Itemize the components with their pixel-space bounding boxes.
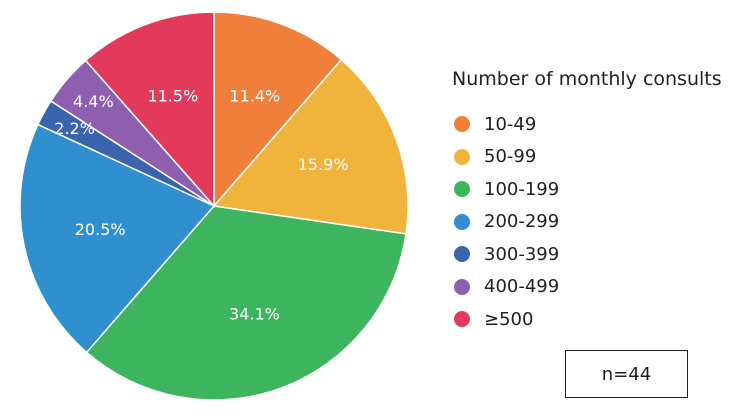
pie-slices (19, 11, 409, 401)
legend-label: 200-299 (484, 211, 560, 233)
legend-item: ≥500 (452, 303, 742, 336)
legend-swatch (454, 311, 470, 328)
pie-slice-label: 34.1% (229, 305, 280, 324)
pie-slice-label: 2.2% (54, 119, 95, 138)
pie-slice-labels: 11.4% 15.9% 34.1% 20.5% 2.2% 4.4% 11.5% (54, 86, 348, 323)
legend-label: 100-199 (484, 178, 560, 200)
legend-swatch (454, 246, 470, 263)
legend-item: 400-499 (452, 271, 742, 304)
pie-slice (19, 123, 216, 354)
legend-item: 50-99 (452, 141, 742, 174)
legend-item: 300-399 (452, 238, 742, 271)
legend-item: 10-49 (452, 108, 742, 141)
legend-swatch (454, 116, 470, 133)
legend-swatch (454, 278, 470, 295)
pie-slice-label: 15.9% (298, 155, 349, 174)
legend-swatch (454, 213, 470, 230)
legend-label: 10-49 (484, 113, 537, 135)
legend-swatch (454, 148, 470, 165)
sample-size-label: n=44 (601, 363, 652, 385)
legend-label: ≥500 (484, 308, 534, 330)
pie-slice-label: 11.5% (147, 87, 198, 106)
pie-slice (85, 205, 407, 401)
legend-title: Number of monthly consults (452, 68, 722, 90)
pie-slice (84, 11, 215, 208)
legend-item: 200-299 (452, 206, 742, 239)
pie-slice-label: 20.5% (75, 220, 126, 239)
legend-label: 400-499 (484, 276, 560, 298)
legend-swatch (454, 181, 470, 198)
sample-size-box: n=44 (565, 350, 688, 398)
legend-items: 10-49 50-99 100-199 200-299 300-399 400-499 ≥5… (452, 108, 742, 336)
legend-item: 100-199 (452, 173, 742, 206)
pie-slice (213, 11, 343, 209)
pie-slice (212, 58, 409, 235)
pie-slice-label: 11.4% (229, 86, 280, 105)
legend-label: 50-99 (484, 146, 537, 168)
pie-slice-label: 4.4% (73, 92, 114, 111)
legend: Number of monthly consults 10-49 50-99 100… (452, 68, 742, 336)
legend-label: 300-399 (484, 243, 560, 265)
